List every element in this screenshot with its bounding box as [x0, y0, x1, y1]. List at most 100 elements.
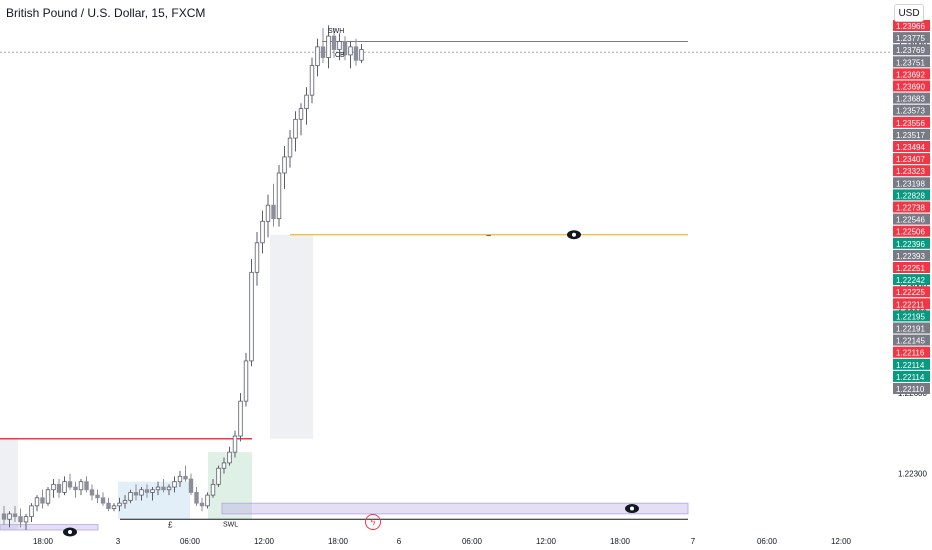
- candle-body: [304, 94, 309, 109]
- price-badge: [893, 141, 930, 152]
- candle-body: [188, 478, 194, 493]
- currency-button[interactable]: USD: [894, 4, 924, 22]
- price-badge-label: 1.22145: [896, 337, 925, 346]
- tilde-label: ~: [486, 231, 491, 241]
- candle-body: [45, 489, 51, 504]
- candle-body: [56, 483, 62, 493]
- candle-body: [342, 41, 348, 56]
- price-badge-label: 1.23966: [896, 22, 925, 31]
- candle-body: [353, 46, 359, 61]
- price-badge-label: 1.23690: [896, 83, 925, 92]
- price-badge: [893, 237, 930, 249]
- candle-body: [210, 483, 216, 496]
- price-badge: [893, 262, 930, 273]
- candle-body: [216, 467, 221, 485]
- price-badge-label: 1.23775: [896, 34, 925, 43]
- price-badge: [893, 128, 930, 140]
- price-badge-label: 1.23198: [896, 179, 925, 188]
- candle-body: [150, 489, 155, 493]
- price-badge-label: 1.22114: [896, 361, 925, 370]
- price-badge: [893, 358, 930, 370]
- candle-body: [320, 46, 326, 58]
- price-badge-label: 1.22110: [896, 385, 925, 394]
- price-badge: [893, 225, 930, 237]
- zone: [0, 524, 99, 531]
- swl-label: SWL: [223, 521, 238, 528]
- x-tick-label: 3: [116, 537, 121, 546]
- price-badge: [893, 92, 930, 104]
- y-tick-label: 1.22300: [898, 470, 927, 479]
- price-badge-label: 1.23692: [896, 70, 925, 79]
- price-badge-label: 1.23683: [896, 95, 925, 104]
- eye-icon[interactable]: [63, 527, 77, 537]
- candle-body: [155, 486, 161, 491]
- price-badge-label: 1.22195: [896, 312, 925, 321]
- candle-body: [62, 481, 67, 493]
- price-badge: [893, 44, 930, 56]
- candle-body: [309, 65, 315, 96]
- candle-body: [260, 220, 265, 244]
- candle-body: [287, 137, 293, 158]
- price-badge-label: 1.22506: [896, 228, 925, 237]
- chart-title: British Pound / U.S. Dollar, 15, FXCM: [6, 6, 206, 20]
- x-tick-label: 06:00: [757, 537, 778, 546]
- candle-body: [23, 516, 29, 523]
- candle-body: [95, 494, 100, 499]
- price-badge: [893, 310, 930, 322]
- lightning-icon[interactable]: ϟ: [365, 514, 381, 530]
- price-badge-label: 1.23751: [896, 58, 925, 67]
- eye-icon[interactable]: [567, 230, 581, 240]
- price-badge-label: 1.23517: [896, 131, 925, 140]
- x-tick-label: 18:00: [328, 537, 349, 546]
- price-badge-label: 1.22191: [896, 325, 925, 334]
- candle-body: [221, 462, 227, 469]
- candle-body: [144, 489, 150, 493]
- price-badge-label: 1.22114: [896, 373, 925, 382]
- candle-body: [100, 497, 106, 504]
- candle-body: [298, 108, 304, 120]
- candle-body: [254, 242, 260, 273]
- candle-body: [40, 497, 45, 504]
- candle-body: [73, 486, 78, 491]
- price-badge-label: 1.23573: [896, 107, 925, 116]
- candle-body: [106, 502, 111, 509]
- candle-body: [177, 475, 183, 483]
- candle-body: [227, 451, 232, 464]
- candle-body: [161, 486, 166, 491]
- price-badge: [893, 32, 930, 44]
- candle-body: [271, 204, 276, 220]
- price-badge: [893, 68, 930, 80]
- price-badge: [893, 346, 930, 358]
- x-tick-label: 12:00: [536, 537, 557, 546]
- price-badge: [893, 370, 930, 382]
- candle-body: [337, 41, 342, 50]
- x-tick-label: 7: [691, 537, 696, 546]
- price-badge: [893, 249, 930, 261]
- candle-body: [282, 156, 287, 174]
- candle-body: [89, 489, 95, 496]
- price-badge: [893, 213, 930, 225]
- candle-body: [117, 502, 122, 507]
- eye-icon[interactable]: [625, 504, 639, 514]
- price-badge-label: 1.22546: [896, 216, 925, 225]
- candle-body: [199, 502, 205, 507]
- price-badge: [893, 201, 930, 213]
- candle-body: [67, 481, 73, 488]
- candle-body: [315, 46, 320, 67]
- candle-body: [172, 481, 177, 488]
- price-badge-label: 1.23769: [896, 46, 925, 55]
- candle-body: [265, 204, 271, 222]
- price-badge-label: 1.22225: [896, 288, 925, 297]
- candle-body: [183, 475, 188, 480]
- price-badge-label: 1.22211: [896, 300, 925, 309]
- candle-body: [133, 492, 139, 496]
- candle-body: [348, 46, 353, 56]
- candle-body: [128, 492, 133, 501]
- candle-body: [331, 35, 337, 50]
- candle-body: [293, 118, 298, 139]
- candle-body: [166, 486, 172, 491]
- x-tick-label: 06:00: [180, 537, 201, 546]
- price-badge: [893, 322, 930, 334]
- candle-body: [84, 481, 89, 491]
